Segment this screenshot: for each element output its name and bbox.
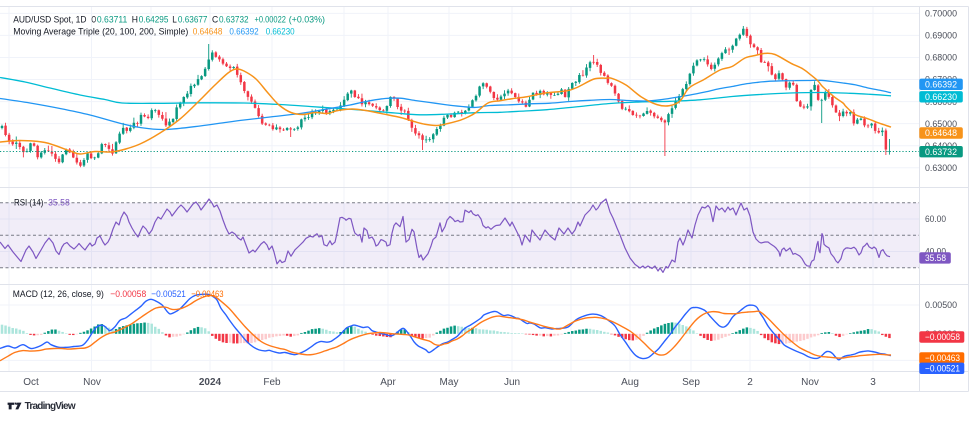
svg-text:0.63732: 0.63732 <box>925 147 957 157</box>
svg-text:Feb: Feb <box>263 377 281 388</box>
svg-text:35.58: 35.58 <box>48 198 70 209</box>
svg-text:0.64648: 0.64648 <box>193 27 223 38</box>
svg-text:AUD/USD Spot, 1D: AUD/USD Spot, 1D <box>13 14 86 25</box>
svg-text:0.66230: 0.66230 <box>925 92 957 102</box>
svg-text:0.66230: 0.66230 <box>266 27 295 38</box>
svg-text:2: 2 <box>747 377 753 388</box>
svg-text:L: L <box>172 14 177 25</box>
svg-text:60.00: 60.00 <box>925 214 946 224</box>
svg-text:0.65000: 0.65000 <box>925 119 957 129</box>
svg-text:0.63000: 0.63000 <box>925 163 957 173</box>
svg-text:0.66392: 0.66392 <box>229 27 258 38</box>
svg-text:−0.00058: −0.00058 <box>925 332 960 342</box>
svg-text:+0.00022: +0.00022 <box>255 14 286 25</box>
svg-text:H: H <box>132 14 138 25</box>
svg-text:Jun: Jun <box>504 377 520 388</box>
svg-text:Nov: Nov <box>801 377 819 388</box>
svg-text:0.69000: 0.69000 <box>925 31 957 41</box>
svg-text:0.63732: 0.63732 <box>219 14 249 25</box>
svg-text:−0.00463: −0.00463 <box>925 353 960 363</box>
svg-text:−0.00521: −0.00521 <box>925 364 960 374</box>
svg-text:TradingView: TradingView <box>25 401 76 412</box>
svg-text:0.68000: 0.68000 <box>925 53 957 63</box>
svg-text:3: 3 <box>870 377 876 388</box>
svg-text:C: C <box>212 14 218 25</box>
svg-text:0.66392: 0.66392 <box>925 80 957 90</box>
svg-text:0.64000: 0.64000 <box>925 141 957 151</box>
svg-text:Nov: Nov <box>83 377 101 388</box>
svg-text:0.64295: 0.64295 <box>139 14 169 25</box>
svg-text:Oct: Oct <box>23 377 39 388</box>
svg-text:May: May <box>440 377 459 388</box>
svg-text:MACD (12, 26, close, 9): MACD (12, 26, close, 9) <box>13 289 104 300</box>
svg-text:RSI (14): RSI (14) <box>14 198 43 209</box>
svg-text:Aug: Aug <box>621 377 639 388</box>
svg-text:0.63711: 0.63711 <box>97 14 127 25</box>
svg-text:−0.00058: −0.00058 <box>110 289 146 300</box>
svg-text:Moving Average Triple (20, 100: Moving Average Triple (20, 100, 200, Sim… <box>13 27 188 38</box>
svg-text:O: O <box>91 14 96 25</box>
svg-text:35.58: 35.58 <box>925 253 946 263</box>
svg-text:0.70000: 0.70000 <box>925 9 957 19</box>
svg-text:−0.00521: −0.00521 <box>151 289 186 300</box>
svg-text:Sep: Sep <box>682 377 700 388</box>
svg-text:0.63677: 0.63677 <box>178 14 208 25</box>
svg-text:2024: 2024 <box>199 377 222 388</box>
svg-text:−0.00463: −0.00463 <box>191 289 223 300</box>
svg-text:(+0.03%): (+0.03%) <box>289 14 325 25</box>
svg-text:0.64648: 0.64648 <box>925 128 957 138</box>
svg-text:Apr: Apr <box>380 377 396 388</box>
svg-text:40.00: 40.00 <box>925 247 946 257</box>
svg-text:0.00500: 0.00500 <box>925 300 957 310</box>
